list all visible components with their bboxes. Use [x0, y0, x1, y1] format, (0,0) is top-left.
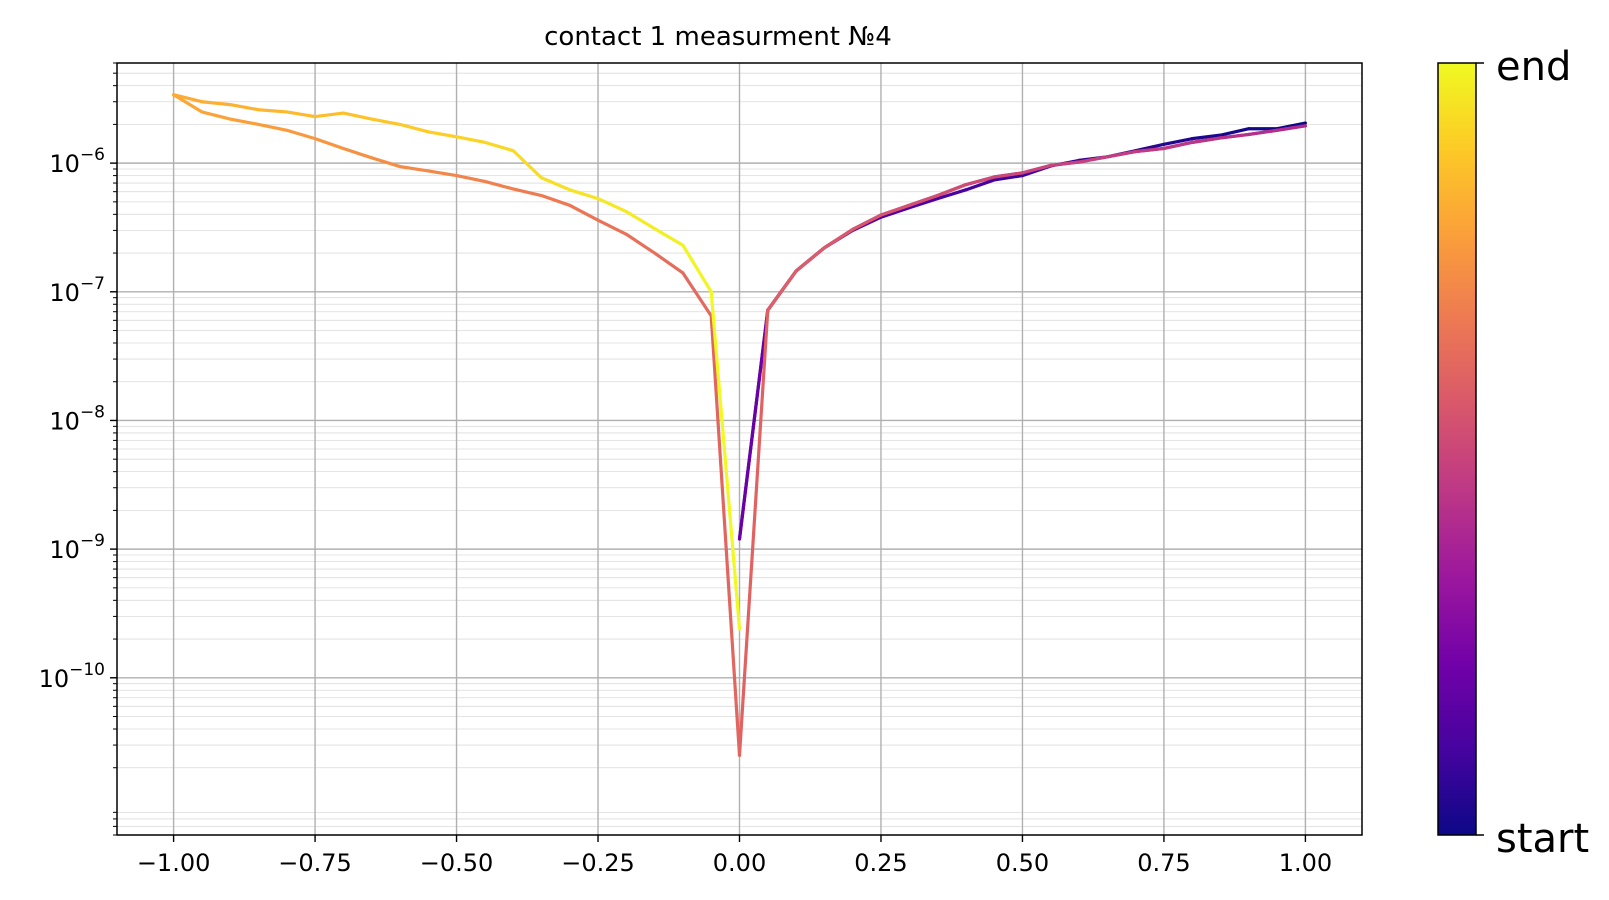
series-segment — [341, 111, 374, 121]
series-segment — [426, 130, 459, 139]
series-segment — [653, 226, 685, 247]
series-segment — [426, 169, 459, 178]
series-segment — [964, 175, 996, 187]
series-segment — [992, 173, 1025, 182]
major-gridlines — [117, 63, 1362, 835]
y-tick-label: 10−9 — [49, 531, 105, 564]
series-segment — [992, 171, 1025, 179]
y-tick-label: 10−10 — [39, 660, 105, 693]
series-segment — [454, 135, 487, 144]
series-segment — [822, 227, 855, 250]
series-segment — [228, 117, 261, 126]
series-segment — [596, 218, 628, 236]
series-segment — [370, 117, 402, 126]
series-segment — [511, 149, 544, 180]
y-tick-label: 10−8 — [49, 402, 105, 435]
series-segment — [1275, 121, 1308, 131]
x-tick-label: −0.25 — [561, 849, 635, 877]
series-segment — [398, 122, 430, 134]
y-tick-label: 10−6 — [49, 145, 105, 178]
x-tick-label: 0.50 — [996, 849, 1049, 877]
series-segment — [737, 308, 770, 757]
series-segment — [1105, 149, 1138, 159]
series-segment — [766, 269, 798, 312]
series-segment — [1218, 132, 1251, 140]
y-axis-ticks: 10−10 10−9 10−8 10−7 10−6 — [39, 62, 117, 836]
series-segment — [596, 196, 628, 214]
series-segment — [624, 209, 657, 231]
series-segment — [285, 128, 317, 141]
series-segment — [313, 111, 345, 119]
series-segment — [1247, 128, 1279, 137]
series-segment — [681, 243, 713, 294]
series-segment — [1020, 163, 1053, 175]
x-tick-label: 0.00 — [713, 849, 766, 877]
series-segment — [568, 203, 600, 222]
series-segment — [171, 93, 204, 104]
series-segment — [568, 188, 600, 201]
series-segment — [1077, 155, 1109, 164]
series-segment — [935, 183, 968, 198]
series-segment — [539, 193, 572, 207]
series-segment — [171, 93, 204, 114]
series-segment — [907, 196, 940, 210]
colorbar — [1437, 62, 1477, 836]
series-segment — [907, 193, 940, 207]
series-segment — [454, 173, 487, 184]
series-segment — [1218, 127, 1251, 137]
series-segment — [539, 176, 572, 192]
series-segment — [313, 137, 345, 151]
series-segment — [653, 251, 685, 275]
colorbar-label-start: start — [1496, 816, 1589, 862]
series-segment — [341, 146, 374, 160]
series-segment — [1134, 146, 1166, 154]
series-segment — [851, 213, 883, 232]
series-segment — [879, 206, 911, 219]
series-segment — [1275, 124, 1308, 132]
series-segment — [1162, 137, 1194, 146]
x-tick-label: 0.75 — [1137, 849, 1190, 877]
colorbar-label-end: end — [1496, 44, 1571, 90]
series-segment — [964, 178, 996, 192]
series-segment — [398, 164, 430, 173]
x-tick-label: −0.75 — [278, 849, 352, 877]
series-segment — [879, 203, 911, 217]
series-segment — [737, 308, 770, 541]
series-segment — [1190, 133, 1223, 141]
y-tick-label: 10−7 — [49, 274, 105, 307]
series-segment — [200, 100, 232, 107]
series-segment — [709, 290, 742, 631]
series-segment — [483, 179, 515, 191]
series-segment — [511, 187, 544, 198]
series-segment — [483, 140, 515, 153]
x-tick-label: 0.25 — [854, 849, 907, 877]
series-segment — [285, 110, 317, 119]
series-segment — [709, 314, 742, 757]
series-segment — [256, 108, 289, 114]
series-segment — [370, 156, 402, 169]
series-segment — [1162, 140, 1194, 151]
x-tick-label: −0.50 — [420, 849, 494, 877]
x-tick-label: 1.00 — [1279, 849, 1332, 877]
series-segment — [228, 102, 261, 112]
series-segment — [200, 110, 232, 121]
series-segment — [794, 246, 826, 273]
series-segment — [935, 188, 968, 201]
series-segment — [256, 122, 289, 132]
series-segment — [1190, 136, 1223, 144]
x-tick-label: −1.00 — [137, 849, 211, 877]
series-segment — [1049, 160, 1081, 168]
series-segment — [624, 232, 657, 255]
series-segment — [681, 271, 713, 318]
series-lines — [171, 93, 1308, 757]
x-axis-ticks: −1.00 −0.75 −0.50 −0.25 0.00 0.25 0.50 0.75 1.00 — [137, 835, 1332, 877]
chart-title: contact 1 measurment №4 — [544, 22, 892, 52]
